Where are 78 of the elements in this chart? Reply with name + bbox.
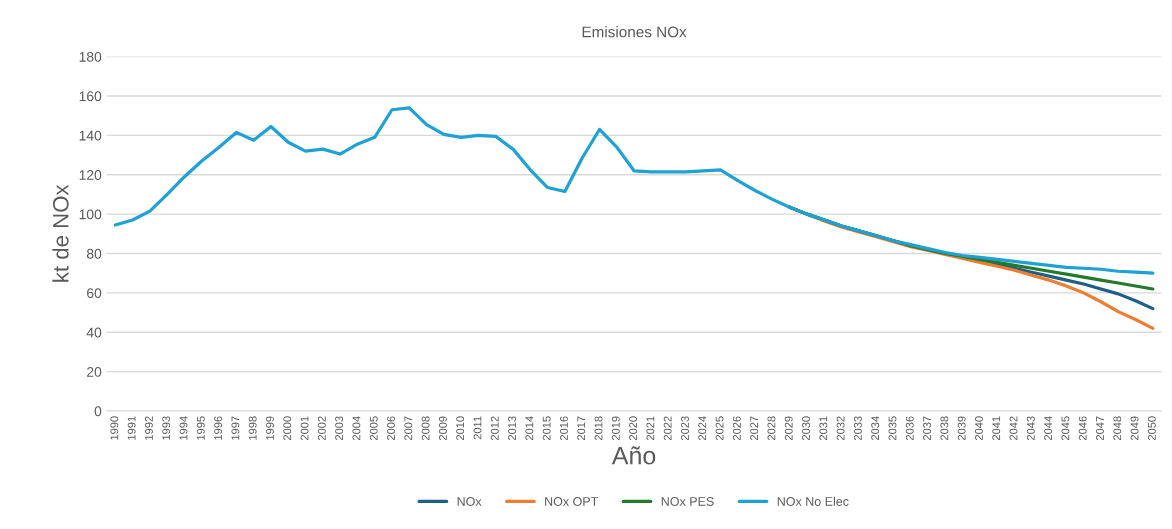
x-tick-label: 2021 bbox=[646, 416, 655, 441]
x-tick-label: 2004 bbox=[352, 416, 361, 441]
x-tick-label: 2044 bbox=[1044, 416, 1053, 441]
x-tick-label: 2022 bbox=[663, 416, 672, 441]
x-tick-label: 2016 bbox=[560, 416, 568, 441]
x-tick-label: 2043 bbox=[1026, 416, 1035, 441]
y-tick-label: 0 bbox=[94, 406, 102, 417]
x-tick-label: 2041 bbox=[992, 416, 1001, 441]
x-tick-label: 2030 bbox=[802, 416, 810, 441]
x-tick-label: 2006 bbox=[387, 416, 395, 441]
x-tick-label: 2037 bbox=[923, 416, 931, 441]
x-tick-label: 1997 bbox=[231, 416, 240, 440]
x-tick-label: 2045 bbox=[1061, 416, 1070, 441]
x-tick-label: 2007 bbox=[404, 416, 413, 441]
x-tick-label: 1994 bbox=[179, 416, 188, 440]
y-tick-label: 40 bbox=[86, 327, 102, 338]
x-tick-label: 2003 bbox=[335, 416, 344, 441]
x-tick-label: 2024 bbox=[698, 416, 707, 441]
x-tick-label: 2012 bbox=[490, 416, 499, 441]
y-tick-label: 160 bbox=[79, 91, 102, 102]
legend-label: NOx No Elec bbox=[777, 496, 849, 506]
x-tick-label: 2036 bbox=[905, 416, 914, 441]
x-tick-label: 2047 bbox=[1096, 416, 1104, 441]
legend-label: NOx PES bbox=[661, 497, 714, 506]
x-tick-label: 2027 bbox=[750, 416, 759, 441]
x-tick-label: 2017 bbox=[577, 416, 586, 441]
x-tick-label: 2008 bbox=[421, 416, 430, 441]
x-tick-label: 2050 bbox=[1147, 416, 1156, 441]
legend-label: NOx OPT bbox=[545, 497, 598, 506]
y-tick-label: 180 bbox=[79, 51, 102, 62]
x-tick-label: 2001 bbox=[300, 416, 309, 441]
y-tick-label: 140 bbox=[79, 130, 102, 141]
x-tick-label: 2011 bbox=[473, 416, 482, 440]
y-tick-label: 20 bbox=[87, 366, 102, 377]
x-tick-label: 2013 bbox=[508, 416, 516, 441]
x-tick-label: 2038 bbox=[940, 416, 949, 441]
x-tick-label: 2015 bbox=[542, 416, 551, 441]
y-tick-label: 80 bbox=[86, 248, 102, 259]
x-tick-label: 2019 bbox=[611, 416, 620, 441]
x-tick-label: 2032 bbox=[836, 416, 845, 441]
x-tick-label: 1998 bbox=[248, 416, 257, 440]
legend-label: NOx bbox=[457, 497, 482, 506]
x-tick-label: 2014 bbox=[525, 416, 534, 441]
x-tick-label: 2046 bbox=[1078, 416, 1087, 441]
x-tick-label: 2023 bbox=[681, 416, 689, 441]
x-tick-label: 2035 bbox=[888, 416, 897, 441]
x-tick-label: 2000 bbox=[283, 416, 292, 441]
x-tick-label: 1991 bbox=[127, 416, 136, 440]
x-tick-label: 2039 bbox=[957, 416, 966, 441]
x-tick-label: 1996 bbox=[214, 416, 223, 440]
x-tick-label: 2029 bbox=[784, 416, 793, 441]
chart-title: Emisiones NOx bbox=[582, 26, 687, 38]
y-tick-label: 120 bbox=[79, 170, 102, 180]
x-tick-label: 2048 bbox=[1113, 416, 1122, 441]
x-tick-label: 2025 bbox=[715, 416, 724, 441]
y-axis-title: kt de NOx bbox=[52, 184, 69, 282]
x-tick-label: 2002 bbox=[317, 416, 326, 441]
x-tick-label: 1992 bbox=[145, 416, 153, 440]
x-tick-label: 2020 bbox=[629, 416, 638, 441]
x-tick-label: 2018 bbox=[594, 416, 603, 441]
x-tick-label: 1995 bbox=[196, 416, 205, 440]
x-tick-label: 1999 bbox=[266, 416, 274, 440]
x-tick-label: 2026 bbox=[732, 416, 741, 441]
x-tick-label: 2049 bbox=[1130, 416, 1139, 441]
x-tick-label: 2033 bbox=[853, 416, 862, 441]
x-tick-label: 2010 bbox=[456, 416, 465, 441]
y-tick-label: 100 bbox=[79, 209, 102, 220]
x-tick-label: 2005 bbox=[369, 416, 378, 441]
x-tick-label: 2040 bbox=[975, 416, 983, 441]
x-tick-label: 2031 bbox=[819, 416, 828, 441]
x-tick-label: 1993 bbox=[162, 416, 171, 440]
x-tick-label: 2042 bbox=[1009, 416, 1018, 441]
x-tick-label: 2028 bbox=[767, 416, 776, 441]
x-tick-label: 1990 bbox=[110, 416, 119, 440]
x-axis-title: Año bbox=[611, 446, 656, 465]
x-tick-label: 2009 bbox=[438, 416, 447, 441]
y-tick-label: 60 bbox=[87, 288, 102, 299]
x-tick-label: 2034 bbox=[871, 416, 880, 441]
